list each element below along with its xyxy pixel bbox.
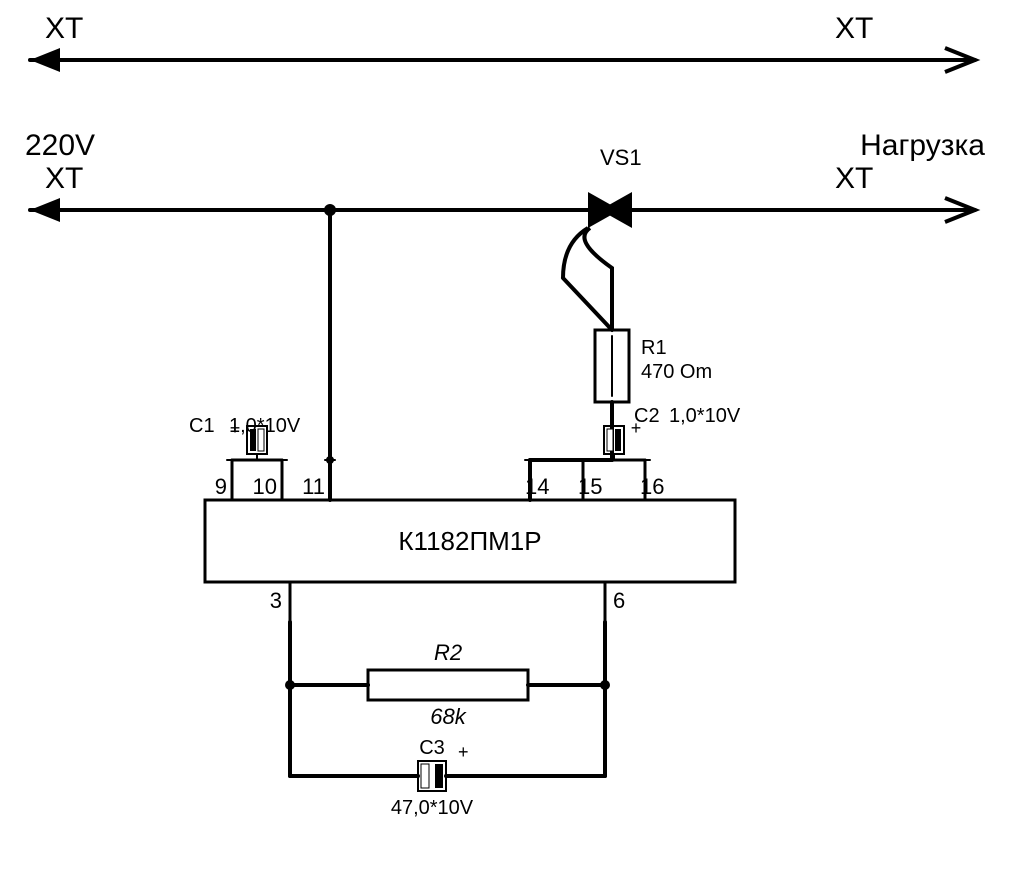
: + <box>458 742 469 762</box>
triac-tri-right <box>600 192 632 228</box>
c3-value: 47,0*10V <box>391 797 474 819</box>
ic-name: К1182ПМ1Р <box>398 526 541 556</box>
circuit-diagram: XTXT220VНагрузкаXTXTVS1R1470 OmК1182ПМ1Р… <box>0 0 1009 870</box>
pin-6: 6 <box>613 588 625 613</box>
c1-ref: C1 <box>189 415 215 437</box>
r1-value: 470 Om <box>641 361 712 383</box>
pin-14: 14 <box>525 474 549 499</box>
c3-ref: C3 <box>419 737 445 759</box>
c2-value: 1,0*10V <box>669 405 741 427</box>
vs1-label: VS1 <box>600 145 642 170</box>
pin-11: 11 <box>302 474 325 499</box>
r2-value: 68k <box>430 704 466 729</box>
r2-ref: R2 <box>434 640 462 665</box>
pin-10: 10 <box>253 474 277 499</box>
terminal-top-right: XT <box>835 12 873 45</box>
load-label: Нагрузка <box>860 129 985 162</box>
pin-9: 9 <box>215 474 227 499</box>
r2-body <box>368 670 528 700</box>
pin-15: 15 <box>578 474 602 499</box>
terminal-top-left: XT <box>45 12 83 45</box>
pin-16: 16 <box>640 474 664 499</box>
voltage-label: 220V <box>25 129 95 162</box>
r1-ref: R1 <box>641 337 667 359</box>
terminal-bot-right: XT <box>835 162 873 195</box>
c2-ref: C2 <box>634 405 660 427</box>
terminal-bot-left: XT <box>45 162 83 195</box>
pin-3: 3 <box>270 588 282 613</box>
c1-value: 1,0*10V <box>229 415 301 437</box>
